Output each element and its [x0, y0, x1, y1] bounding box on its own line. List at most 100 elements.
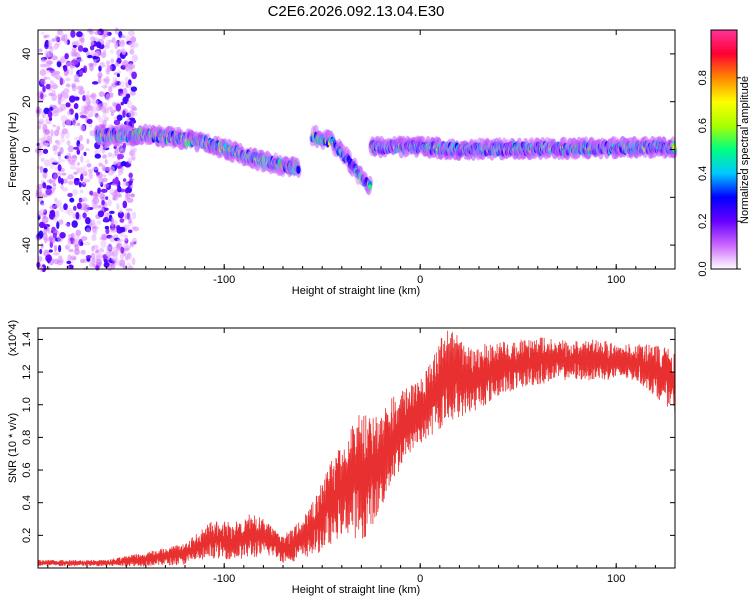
spectrogram-cell — [105, 196, 109, 200]
spectrogram-cell — [45, 69, 51, 74]
spectrogram-cell — [110, 112, 114, 116]
spectrogram-cell — [103, 216, 109, 222]
spectrogram-cell — [70, 255, 77, 261]
snr-series-line — [37, 330, 676, 567]
spectrogram-cell — [64, 209, 72, 214]
spectrogram-cell — [70, 30, 76, 38]
spectrogram-cell — [38, 230, 44, 239]
spectrogram-cell — [108, 85, 113, 93]
colorbar-ticks: 0.0 0.2 0.4 0.6 0.8 — [697, 70, 741, 277]
spectrogram-cell — [86, 163, 92, 168]
spectrogram-cell — [108, 39, 114, 43]
colorbar-tick-label: 0.8 — [697, 70, 709, 85]
spectrogram-cell — [103, 183, 110, 188]
spectrogram-cell — [117, 185, 122, 193]
spectrogram-cell — [89, 259, 97, 265]
spectrogram-cell — [85, 255, 92, 259]
spectrogram-cell — [47, 230, 53, 234]
spectrogram-cell — [122, 110, 126, 118]
spectrogram-cell — [55, 145, 60, 150]
spectrogram-cell — [68, 248, 74, 253]
spectrogram-cell — [71, 154, 78, 163]
spectrogram-cell — [79, 124, 86, 132]
snr-y-axis: 0.2 0.4 0.6 0.8 1.0 1.2 1.4 — [21, 332, 675, 543]
spectrogram-cell — [75, 167, 80, 174]
spectrogram-cell — [63, 88, 70, 94]
figure-title: C2E6.2026.092.13.04.E30 — [268, 3, 445, 20]
spectrogram-cell — [109, 109, 117, 113]
spectrogram-cell — [121, 60, 129, 68]
spectrogram-cell — [85, 147, 90, 152]
spectrogram-cell — [52, 70, 58, 79]
spectrogram-cell — [91, 81, 99, 85]
spectrogram-cell — [126, 197, 134, 203]
spectrogram-cell — [46, 60, 54, 65]
colorbar-frame — [710, 29, 738, 270]
spectrogram-cell — [61, 128, 68, 135]
spectrogram-cell — [92, 197, 100, 205]
spectrogram-cell — [93, 59, 97, 67]
spectrogram-cell — [41, 216, 49, 224]
spectrogram-cell — [129, 177, 135, 182]
spectrogram-cell — [107, 170, 114, 176]
spectrogram-cell — [98, 91, 105, 97]
spectrogram-cell — [89, 94, 96, 98]
spectrogram-cell — [131, 226, 137, 230]
spectrogram-cell — [42, 171, 48, 179]
spectrogram-cell — [111, 83, 118, 87]
spectrogram-cell — [80, 236, 88, 241]
spectrogram-cell — [73, 102, 79, 110]
spectrogram-cell — [57, 93, 63, 100]
spectrogram-cell — [107, 65, 113, 72]
spectrogram-cell — [75, 211, 80, 220]
spectrogram-cell — [84, 95, 91, 100]
spectrogram-cell — [127, 79, 132, 86]
spectrogram-cell — [91, 245, 95, 252]
y-tick-label: 0 — [21, 146, 33, 152]
spectrogram-cell — [39, 248, 43, 255]
spectrogram-cell — [74, 112, 79, 121]
spectrogram-cell — [47, 76, 51, 80]
spectrogram-cell — [296, 165, 301, 174]
spectrogram-cell — [100, 188, 108, 193]
spectrogram-cell — [40, 243, 44, 249]
spectrogram-cell — [120, 48, 126, 54]
spectrogram-cell — [119, 232, 125, 238]
y-tick-label: 0.6 — [21, 462, 33, 477]
spectrogram-cell — [56, 141, 62, 147]
spectrogram-cell — [42, 148, 49, 154]
y-tick-label: -40 — [21, 237, 33, 253]
spectrogram-cell — [102, 112, 107, 118]
colorbar-tick-label: 0.2 — [697, 214, 709, 229]
spectrogram-cell — [96, 220, 102, 225]
spectrogram-cell — [77, 45, 84, 52]
spectrogram-cell — [91, 99, 99, 105]
snr-frame — [37, 327, 676, 569]
spectrogram-cell — [67, 192, 73, 198]
spectrogram-cell — [71, 84, 77, 92]
spectrogram-cell — [102, 154, 108, 159]
spectrogram-cell — [67, 180, 74, 185]
spectrogram-cell — [40, 157, 45, 162]
spectrogram-cell — [85, 217, 91, 225]
spectrogram-cell — [101, 174, 107, 178]
spectrogram-cell — [48, 249, 53, 253]
colorbar-tick-label: 0.0 — [697, 261, 709, 276]
spectrogram-cell — [53, 173, 57, 181]
colorbar-tick-label: 0.6 — [697, 118, 709, 133]
spectrogram-cell — [59, 32, 65, 36]
spectrogram-cell — [51, 93, 57, 102]
spectrogram-cell — [74, 243, 79, 251]
spectrogram-cell — [35, 107, 43, 115]
spectrogram-x-label: Height of straight line (km) — [292, 285, 420, 297]
spectrogram-cell — [110, 58, 114, 64]
spectrogram-cell — [116, 158, 121, 167]
spectrogram-cell — [116, 144, 124, 152]
spectrogram-cell — [116, 73, 120, 78]
spectrogram-cell — [109, 235, 117, 243]
spectrogram-cell — [117, 168, 124, 172]
snr-x-axis: -100 0 100 — [47, 328, 676, 585]
spectrogram-cell — [75, 40, 81, 48]
spectrogram-cell — [76, 161, 80, 166]
